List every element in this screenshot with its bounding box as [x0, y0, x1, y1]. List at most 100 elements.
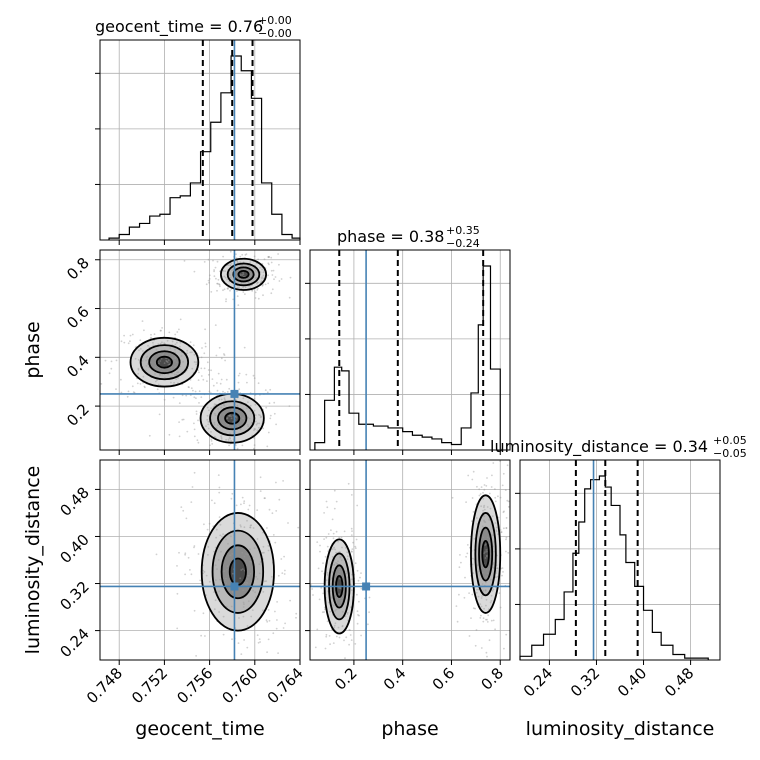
- x-tick-label: 0.8: [477, 664, 507, 694]
- sample-point: [174, 366, 177, 368]
- sample-point: [271, 288, 274, 291]
- sample-point: [207, 546, 210, 548]
- sample-point: [261, 268, 263, 271]
- sample-point: [171, 340, 174, 343]
- sample-point: [253, 397, 256, 400]
- sample-point: [479, 603, 482, 605]
- sample-point: [272, 632, 275, 635]
- sample-point: [210, 291, 213, 293]
- sample-point: [222, 255, 225, 258]
- sample-point: [166, 360, 168, 363]
- contour-line: [148, 350, 181, 375]
- sample-point: [267, 638, 270, 641]
- sample-point: [158, 413, 161, 416]
- title-luminosity-distance: luminosity_distance = 0.34: [490, 437, 708, 457]
- sample-point: [332, 532, 335, 535]
- sample-point: [223, 288, 226, 291]
- sample-point: [456, 620, 459, 623]
- sample-point: [499, 606, 502, 609]
- sample-point: [176, 331, 179, 333]
- sample-point: [147, 344, 149, 347]
- sample-point: [242, 589, 245, 592]
- sample-point: [267, 282, 270, 285]
- sample-point: [227, 438, 230, 441]
- sample-point: [222, 289, 224, 292]
- sample-point: [223, 399, 226, 401]
- sample-point: [222, 615, 225, 618]
- sample-point: [242, 397, 245, 400]
- sample-point: [250, 524, 253, 527]
- sample-point: [240, 653, 243, 655]
- sample-point: [230, 417, 233, 420]
- sample-point: [230, 605, 233, 608]
- sample-point: [221, 535, 223, 538]
- sample-point: [173, 360, 176, 362]
- sample-point: [213, 502, 216, 505]
- sample-point: [139, 339, 142, 341]
- sample-point: [259, 414, 261, 417]
- sample-point: [237, 374, 240, 377]
- sample-point: [223, 275, 226, 278]
- sample-point: [502, 472, 505, 475]
- sample-point: [497, 495, 499, 498]
- sample-point: [505, 633, 508, 636]
- sample-point: [499, 529, 502, 531]
- sample-point: [214, 324, 217, 326]
- density-cell: [482, 540, 489, 568]
- sample-point: [255, 596, 257, 598]
- sample-point: [249, 261, 252, 263]
- sample-point: [200, 396, 203, 399]
- sample-point: [483, 520, 486, 523]
- sample-point: [505, 527, 508, 529]
- sample-point: [205, 425, 207, 427]
- sample-point: [329, 583, 332, 585]
- sample-point: [207, 369, 210, 371]
- sample-point: [477, 570, 480, 573]
- sample-point: [275, 423, 277, 426]
- sample-point: [273, 401, 276, 404]
- sample-point: [192, 344, 195, 347]
- sample-point: [213, 435, 216, 438]
- sample-point: [176, 371, 179, 374]
- sample-point: [186, 430, 189, 433]
- sample-point: [167, 373, 170, 376]
- sample-point: [274, 541, 277, 544]
- sample-point: [331, 597, 333, 600]
- sample-point: [325, 536, 328, 539]
- sample-point: [249, 524, 252, 527]
- sample-point: [475, 591, 478, 594]
- sample-point: [262, 271, 265, 274]
- sample-point: [495, 572, 498, 574]
- sample-point: [455, 605, 458, 607]
- sample-point: [225, 300, 227, 303]
- xlabel-luminosity-distance: luminosity_distance: [526, 718, 715, 740]
- sample-point: [358, 614, 360, 617]
- sample-point: [486, 536, 489, 539]
- sample-point: [236, 405, 239, 407]
- sample-point: [333, 546, 335, 549]
- sample-point: [247, 586, 250, 589]
- sample-point: [282, 480, 284, 482]
- sample-point: [488, 542, 491, 545]
- sample-point: [243, 555, 246, 558]
- sample-point: [254, 291, 257, 294]
- sample-point: [155, 553, 158, 556]
- contour-line: [209, 400, 256, 437]
- sample-point: [204, 635, 206, 637]
- sample-point: [339, 587, 342, 589]
- sample-point: [277, 652, 279, 654]
- sample-point: [483, 484, 486, 486]
- sample-point: [220, 398, 223, 401]
- sample-point: [253, 409, 256, 412]
- sample-point: [246, 553, 249, 556]
- sample-point: [257, 641, 260, 644]
- sample-point: [505, 538, 507, 541]
- sample-point: [239, 273, 242, 276]
- sample-point: [153, 333, 156, 336]
- sample-point: [459, 554, 461, 556]
- sample-point: [223, 397, 226, 400]
- sample-point: [506, 499, 509, 502]
- sample-point: [170, 381, 172, 384]
- sample-point: [335, 500, 338, 503]
- sample-point: [265, 619, 268, 622]
